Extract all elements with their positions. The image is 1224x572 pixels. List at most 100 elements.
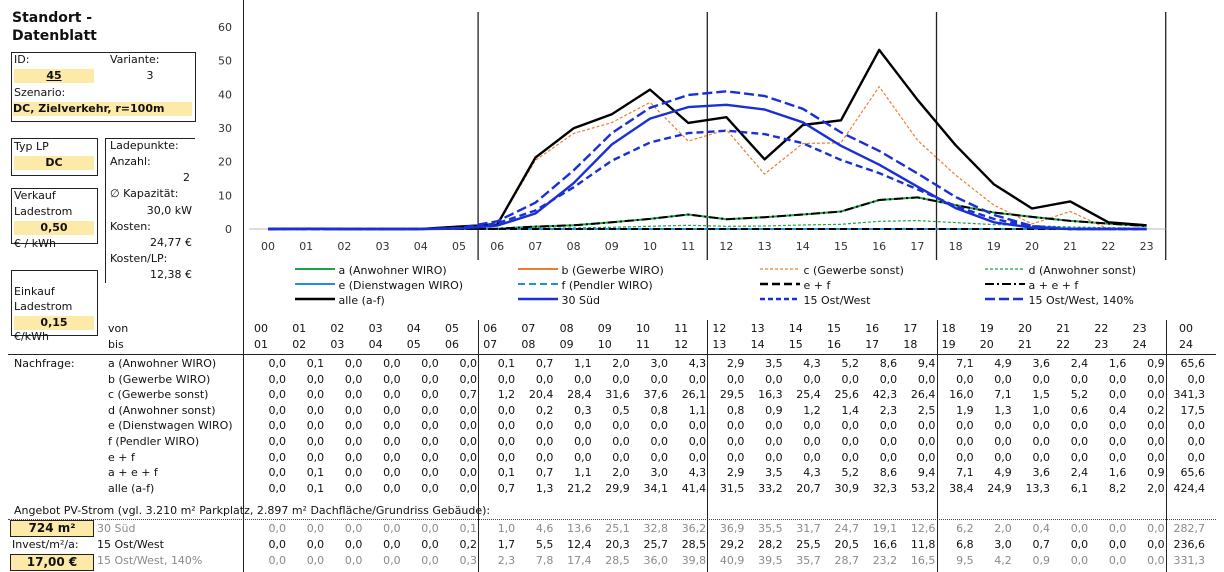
legend-item-alle[interactable]: alle (a-f) [295, 294, 385, 307]
kosten-value: 24,77 € [150, 236, 192, 249]
table-cell: 0,0 [383, 450, 401, 464]
legend-item-c[interactable]: c (Gewerbe sonst) [760, 264, 904, 277]
row-total: 65,6 [1180, 466, 1206, 480]
pv-cell: 0,0 [383, 522, 401, 535]
pv-cell: 0,1 [459, 522, 478, 535]
pv-cell: 0,0 [421, 538, 439, 551]
table-cell: 3,6 [1032, 357, 1051, 370]
pv-cell: 0,0 [1147, 538, 1165, 551]
typ-label: Typ LP [14, 140, 49, 153]
table-cell: 0,0 [917, 419, 936, 433]
x-tick-label: 21 [1063, 240, 1077, 253]
x-tick-label: 00 [261, 240, 275, 253]
bis-cell: 16 [827, 338, 841, 351]
pv-cell: 0,0 [383, 554, 401, 567]
table-cell: 0,5 [612, 403, 630, 417]
verkauf-value[interactable]: 0,50 [14, 221, 94, 235]
variant-value[interactable]: 3 [146, 69, 154, 82]
legend-label: d (Anwohner sonst) [1028, 264, 1137, 277]
von-cell: 05 [445, 322, 459, 335]
bis-cell: 12 [674, 338, 689, 351]
row-label: alle (a-f) [108, 481, 155, 495]
table-cell: 4,3 [803, 357, 821, 370]
pv-cell: 36,0 [643, 554, 669, 567]
row-label: a + e + f [108, 466, 158, 480]
typ-value[interactable]: DC [14, 156, 94, 170]
table-cell: 0,0 [344, 357, 363, 370]
pv-cell: 4,2 [994, 554, 1012, 567]
table-cell: 0,0 [421, 388, 439, 402]
pv-cell: 39,5 [758, 554, 783, 567]
header-divider [8, 354, 1216, 355]
legend-label: f (Pendler WIRO) [561, 279, 653, 292]
pv-cell: 3,0 [994, 538, 1012, 551]
table-cell: 0,0 [612, 435, 630, 448]
table-cell: 0,0 [650, 450, 669, 464]
pv-cell: 0,0 [1147, 554, 1165, 567]
legend-item-15ow140[interactable]: 15 Ost/West, 140% [985, 294, 1134, 307]
legend-item-30sued[interactable]: 30 Süd [518, 294, 600, 307]
table-cell: 0,0 [917, 435, 936, 448]
von-cell: 04 [406, 322, 421, 335]
legend-item-aef[interactable]: a + e + f [985, 279, 1078, 292]
legend-item-a[interactable]: a (Anwohner WIRO) [295, 264, 447, 277]
pv-cell: 0,0 [1070, 522, 1089, 535]
legend-item-b[interactable]: b (Gewerbe WIRO) [518, 264, 664, 277]
table-cell: 30,9 [834, 481, 860, 495]
einkauf-label-1: Einkauf [14, 285, 55, 298]
table-cell: 0,0 [383, 419, 401, 433]
table-cell: 0,0 [726, 419, 745, 433]
table-cell: 0,0 [268, 481, 287, 495]
demand-chart: 0 10 20 30 40 50 60 00 01 02 03 04 05 06 07 08 09 10 11 12 1… [218, 12, 1167, 260]
bis-cell: 22 [1056, 338, 1071, 351]
table-cell: 25,6 [834, 388, 860, 402]
table-cell: 2,4 [1070, 466, 1089, 480]
table-cell: 0,0 [803, 435, 821, 448]
legend-item-d[interactable]: d (Anwohner sonst) [985, 264, 1136, 277]
einkauf-value[interactable]: 0,15 [14, 316, 94, 330]
ladepunkte-label: Ladepunkte: [110, 139, 179, 152]
bis-cell: 11 [636, 338, 650, 351]
pv-cell: 25,7 [643, 538, 669, 551]
table-cell: 0,0 [459, 372, 478, 386]
invest-value[interactable]: 17,00 € [10, 554, 94, 571]
table-cell: 0,1 [306, 481, 325, 495]
kapazitaet-label: ∅ Kapazität: [110, 187, 179, 200]
table-cell: 0,0 [1147, 435, 1165, 448]
area-value[interactable]: 724 m² [10, 520, 94, 537]
legend-item-15ow[interactable]: 15 Ost/West [760, 294, 870, 307]
table-cell: 0,8 [650, 403, 669, 417]
pv-cell: 25,1 [605, 522, 630, 535]
table-cell: 5,2 [841, 466, 860, 480]
legend-item-f[interactable]: f (Pendler WIRO) [518, 279, 653, 292]
pv-cell: 25,5 [796, 538, 821, 551]
pv-row-label: 15 Ost/West [97, 538, 164, 551]
table-cell: 0,0 [344, 481, 363, 495]
table-cell: 0,1 [306, 357, 325, 370]
table-cell: 0,0 [841, 419, 860, 433]
legend-item-ef[interactable]: e + f [760, 279, 830, 292]
table-cell: 28,4 [567, 388, 592, 402]
row-label: d (Anwohner sonst) [108, 403, 216, 417]
table-cell: 0,0 [841, 372, 860, 386]
id-value[interactable]: 45 [14, 69, 94, 83]
scenario-value[interactable]: DC, Zielverkehr, r=100m [13, 102, 192, 116]
kosten-lp-label: Kosten/LP: [110, 252, 168, 265]
table-cell: 4,3 [688, 357, 707, 370]
legend-label: e + f [803, 279, 831, 292]
table-cell: 2,3 [879, 403, 898, 417]
x-tick-label: 01 [299, 240, 313, 253]
row-total: 0,0 [1187, 435, 1206, 448]
legend-label: a + e + f [1028, 279, 1079, 292]
table-cell: 1,2 [803, 403, 821, 417]
von-cell: 10 [636, 322, 650, 335]
table-cell: 6,1 [1070, 481, 1089, 495]
legend-item-e[interactable]: e (Dienstwagen WIRO) [295, 279, 463, 292]
pv-row-total: 331,3 [1173, 554, 1206, 567]
table-cell: 7,1 [956, 357, 974, 370]
table-cell: 2,0 [612, 466, 630, 480]
pv-cell: 20,3 [605, 538, 630, 551]
row-label: f (Pendler WIRO) [108, 435, 200, 448]
table-cell: 0,0 [1147, 419, 1165, 433]
